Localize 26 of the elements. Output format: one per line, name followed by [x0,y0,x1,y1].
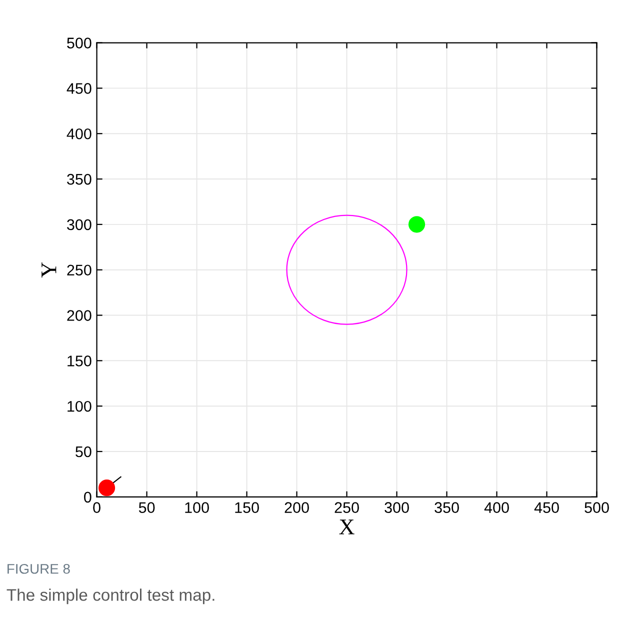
x-tick-label: 200 [284,502,309,513]
y-tick-label: 500 [67,38,92,48]
text: The simple control test map. [6,588,214,604]
y-tick-label: 50 [76,446,92,458]
y-tick-label: 0 [84,492,92,503]
x-tick-label: 100 [185,502,209,513]
y-tick-label: 150 [68,356,92,366]
x-tick-label: 350 [434,502,459,513]
y-tick-label: 100 [68,400,92,412]
x-tick-label: 450 [534,502,559,513]
y-tick-label: 250 [67,264,92,276]
x-axis-title: X [339,520,354,534]
x-tick-label: 500 [584,502,609,513]
x-tick-label: 150 [235,502,259,513]
x-tick-label: 400 [484,502,509,513]
x-tick-label: 0 [93,502,100,513]
y-tick-label: 300 [67,219,92,230]
y-axis-title: Y [42,262,56,278]
x-tick-label: 300 [384,502,409,513]
x-tick-label: 50 [138,502,155,513]
y-tick-label: 450 [66,83,92,94]
y-tick-label: 200 [67,310,92,321]
caption: FIGURE 8 [8,564,70,574]
y-tick-label: 350 [67,174,92,185]
y-tick-label: 400 [66,128,92,140]
x-tick-label: 250 [334,502,359,513]
